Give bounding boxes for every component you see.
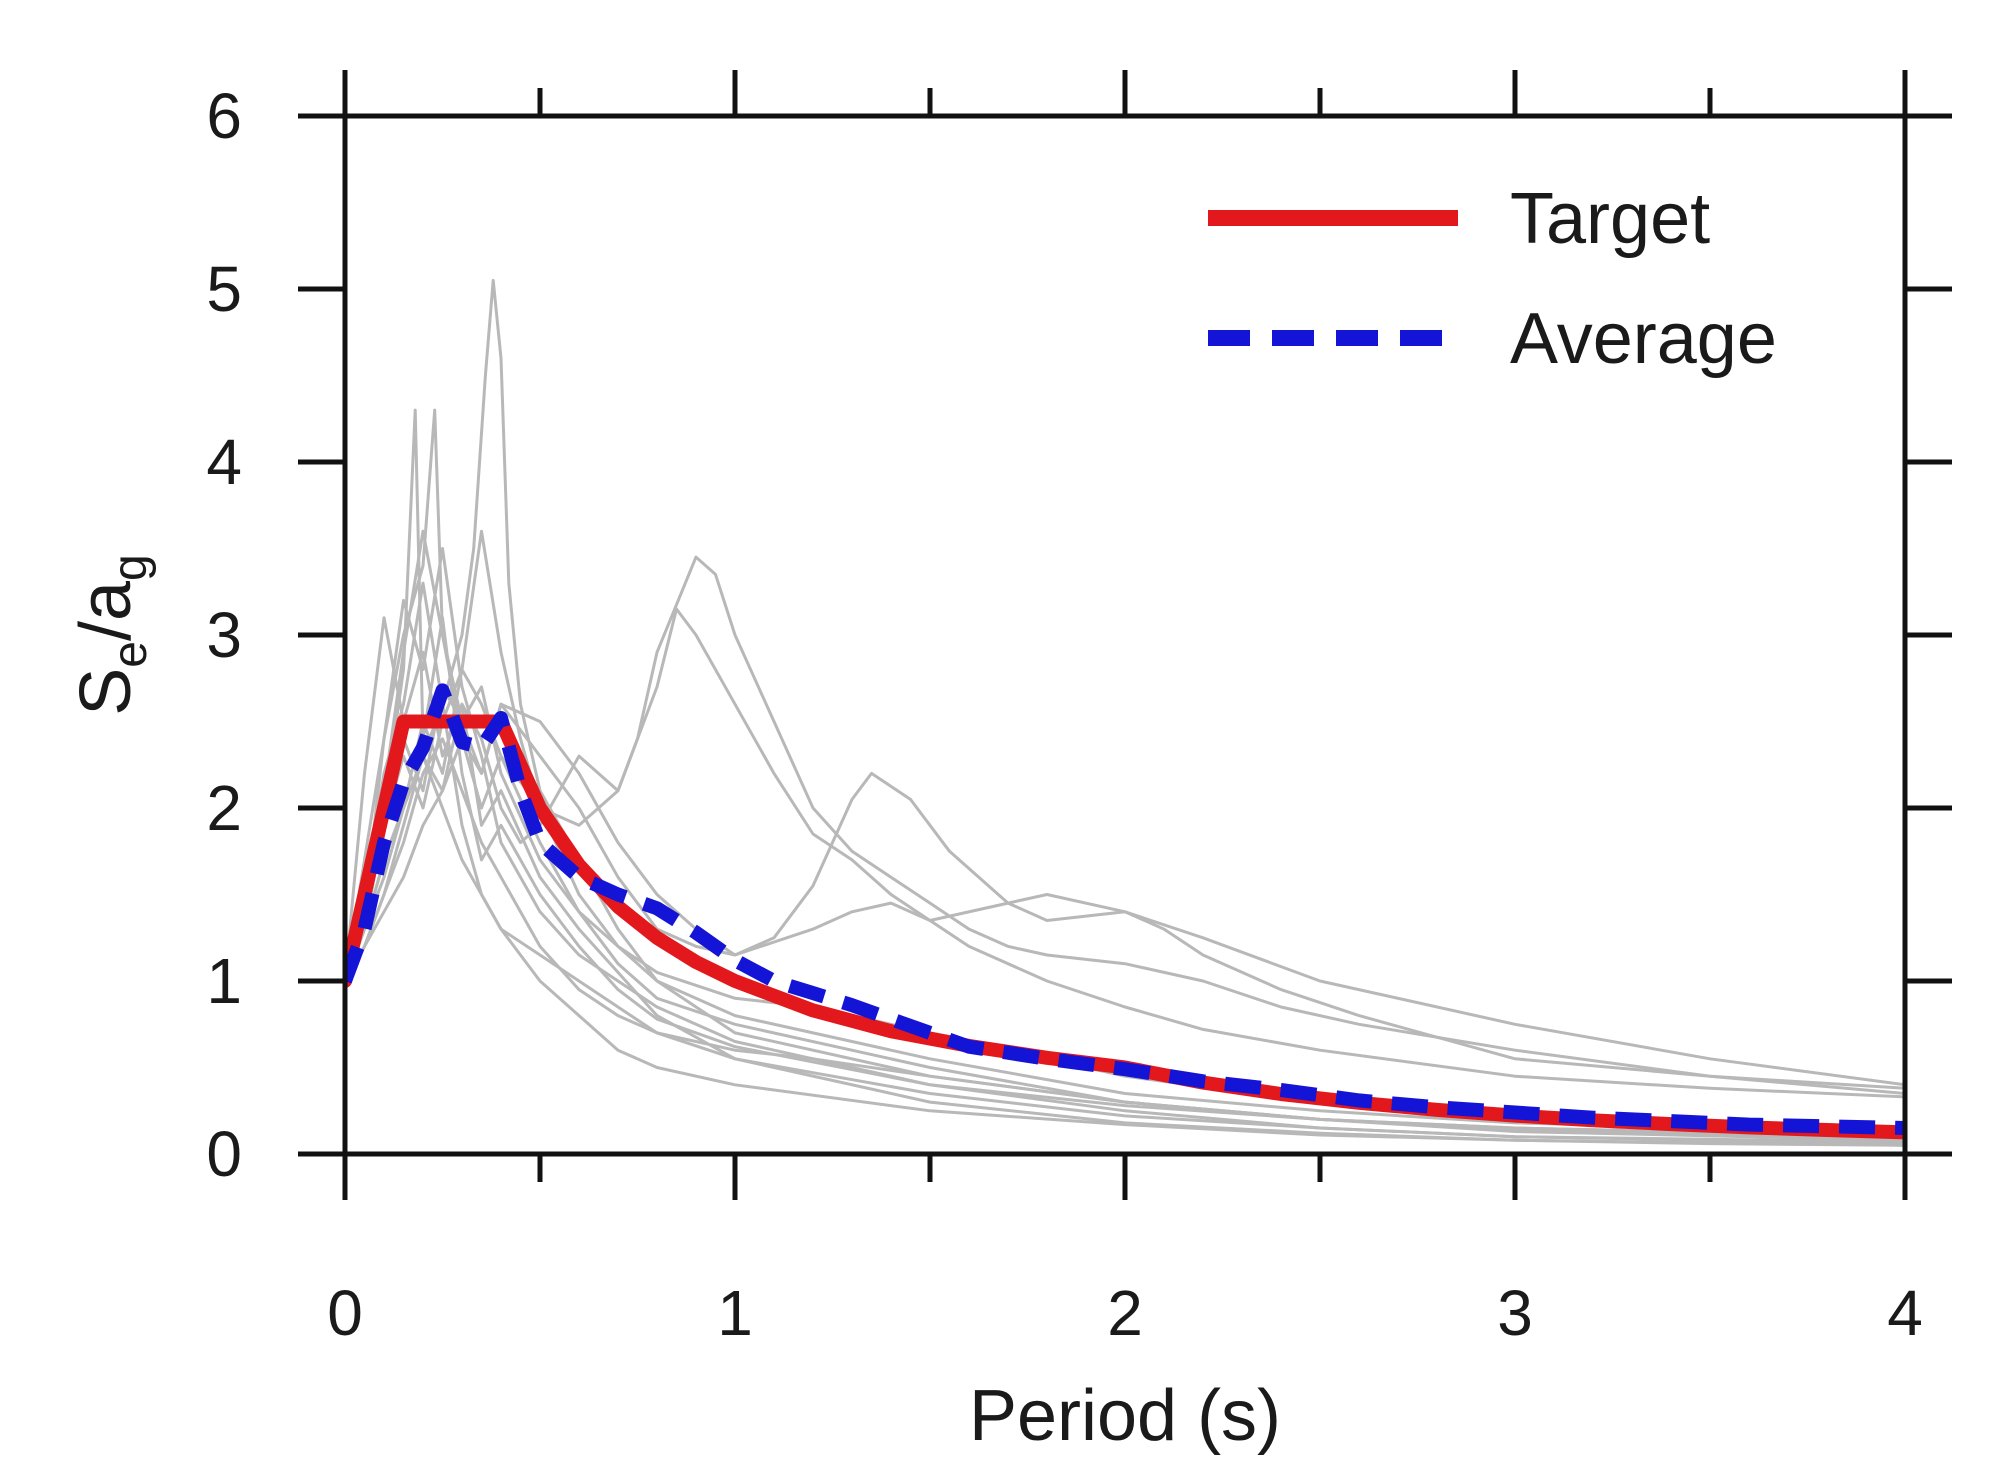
y-axis-title-sub2: g [104, 554, 157, 581]
x-tick-label: 2 [1107, 1277, 1143, 1349]
y-axis-title-sub1: e [104, 641, 157, 668]
legend-target-label: Target [1510, 179, 1710, 259]
legend: Target Average [1208, 179, 1777, 379]
y-tick-label: 2 [206, 772, 242, 844]
y-tick-label: 3 [206, 599, 242, 671]
legend-average-label: Average [1510, 299, 1777, 379]
record-line-9 [345, 581, 1905, 1147]
y-axis-title: Se/ag [66, 554, 157, 715]
y-tick-label: 1 [206, 945, 242, 1017]
y-tick-label: 0 [206, 1118, 242, 1190]
y-tick-label: 4 [206, 426, 242, 498]
x-tick-label: 1 [717, 1277, 753, 1349]
record-line-10 [345, 547, 1905, 1139]
y-axis-title-slash: /a [66, 580, 146, 641]
average-line [345, 683, 1905, 1135]
y-tick-label: 5 [206, 253, 242, 325]
y-tick-label: 6 [206, 80, 242, 152]
x-tick-label: 4 [1887, 1277, 1923, 1349]
record-line-14 [345, 754, 1905, 1144]
x-tick-labels: 0 1 2 3 4 [327, 1277, 1923, 1349]
x-axis-title: Period (s) [969, 1376, 1281, 1456]
axis-ticks [298, 70, 1952, 1200]
x-tick-label: 3 [1497, 1277, 1533, 1349]
record-line-5 [345, 607, 1905, 1099]
main-series-group [345, 683, 1905, 1140]
x-tick-label: 0 [327, 1277, 363, 1349]
record-line-6 [345, 555, 1905, 1090]
y-tick-labels: 0 1 2 3 4 5 6 [206, 80, 242, 1190]
y-axis-title-main: S [66, 668, 146, 716]
